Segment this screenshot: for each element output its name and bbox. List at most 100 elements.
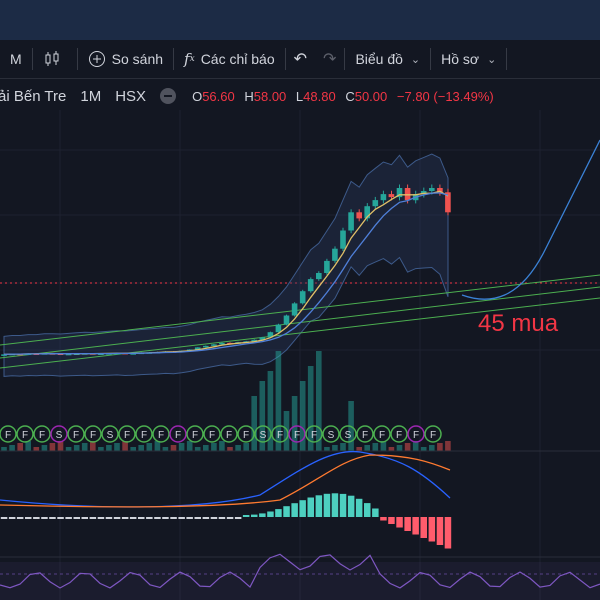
- signal-circle: [356, 425, 374, 443]
- macd-histogram-bar: [242, 515, 250, 517]
- chart-style-button[interactable]: [33, 40, 77, 78]
- candlestick-icon: [43, 50, 61, 68]
- macd-histogram-bar: [65, 517, 72, 519]
- candle-body: [356, 212, 362, 219]
- chevron-down-icon: ⌄: [410, 53, 421, 66]
- macd-line: [0, 450, 451, 508]
- trend-line: [0, 274, 600, 346]
- volume-bar: [25, 441, 31, 451]
- macd-histogram-bar: [364, 503, 371, 517]
- volume-bar: [412, 441, 419, 451]
- indicators-label: Các chỉ báo: [200, 51, 275, 67]
- macd-histogram-bar: [129, 517, 137, 519]
- timeframe-label: 1M: [80, 87, 102, 105]
- signal-circle: [220, 425, 238, 443]
- candle-body: [283, 315, 290, 325]
- volume-bar: [9, 445, 15, 451]
- volume-bar: [130, 447, 136, 451]
- signal-label: F: [124, 430, 130, 441]
- volume-bar: [380, 441, 387, 451]
- rsi-band: [0, 562, 600, 600]
- open-value: 56.60: [202, 88, 235, 104]
- symbol-name[interactable]: ải Bến Tre: [0, 87, 67, 105]
- macd-histogram-bar: [259, 513, 266, 517]
- change-value: −7.80 (−13.49%): [396, 88, 494, 104]
- candle-body: [396, 188, 403, 198]
- profile-dropdown[interactable]: Hồ sơ ⌄: [431, 40, 506, 78]
- volume-bar: [372, 443, 379, 451]
- macd-histogram-bar: [444, 517, 452, 549]
- signal-circle: [271, 425, 289, 443]
- macd-histogram-bar: [113, 517, 121, 519]
- signal-circle: [305, 425, 323, 443]
- signal-circle: [101, 425, 119, 443]
- close-value: 50.00: [354, 88, 388, 104]
- macd-histogram-bar: [291, 503, 298, 517]
- redo-button[interactable]: ↷: [315, 40, 344, 78]
- open-key: O: [192, 88, 203, 104]
- macd-histogram-bar: [307, 497, 314, 517]
- macd-histogram-bar: [339, 493, 347, 517]
- candle-body: [259, 337, 266, 340]
- macd-histogram-bar: [194, 517, 201, 519]
- volume-bar: [211, 443, 217, 451]
- volume-bar: [98, 447, 104, 451]
- signal-circle: [373, 425, 391, 443]
- candle-body: [316, 273, 322, 280]
- top-header-bar: [0, 0, 600, 41]
- macd-histogram-bar: [162, 517, 169, 519]
- volume-bar: [194, 447, 201, 451]
- toolbar-divider: [284, 48, 286, 70]
- signal-label: F: [175, 430, 181, 441]
- volume-bar: [106, 445, 112, 451]
- trend-line: [0, 297, 600, 369]
- signal-circle: [407, 425, 425, 443]
- candle-body: [437, 188, 443, 193]
- macd-histogram-bar: [283, 506, 290, 517]
- signal-label: F: [90, 430, 96, 441]
- signal-circle: [16, 425, 34, 443]
- signal-circle: [424, 425, 442, 443]
- chart-type-dropdown[interactable]: Biểu đồ ⌄: [345, 40, 430, 78]
- macd-histogram-bar: [186, 517, 193, 519]
- candle-body: [299, 291, 306, 304]
- volume-bar: [275, 351, 282, 451]
- candle-body: [291, 303, 298, 316]
- interval-button[interactable]: M: [0, 40, 32, 78]
- volume-bar: [356, 447, 362, 451]
- volume-bar: [65, 447, 72, 451]
- macd-histogram-bar: [33, 517, 40, 519]
- signal-label: S: [328, 430, 335, 441]
- toolbar-divider: [430, 48, 432, 70]
- undo-button[interactable]: ↶: [286, 40, 315, 78]
- redo-icon: ↷: [323, 51, 337, 68]
- compare-button[interactable]: So sánh: [78, 40, 173, 78]
- moving-average-blue: [3, 192, 449, 356]
- candle-body: [65, 353, 72, 356]
- macd-histogram-bar: [202, 517, 210, 519]
- volume-bar: [299, 381, 306, 451]
- candle-body: [348, 212, 354, 231]
- volume-bar: [186, 441, 193, 451]
- candle-body: [372, 200, 379, 207]
- volume-bar: [90, 441, 96, 451]
- symbol-legend: ải Bến Tre 1M HSX O56.60 H58.00 L48.80 C…: [0, 82, 600, 110]
- macd-histogram-bar: [355, 498, 363, 517]
- signal-label: F: [192, 430, 198, 441]
- signal-circle: [203, 425, 221, 443]
- hide-series-icon[interactable]: [160, 88, 177, 104]
- signal-circle: [288, 425, 306, 443]
- volume-bar: [404, 443, 411, 451]
- signal-label: F: [379, 430, 385, 441]
- volume-bar: [203, 445, 209, 451]
- macd-histogram-bar: [299, 500, 306, 517]
- macd-histogram-bar: [154, 517, 161, 519]
- signal-label: F: [413, 430, 419, 441]
- ohlc-values: O56.60 H58.00 L48.80 C50.00 −7.80 (−13.4…: [192, 89, 500, 104]
- macd-histogram-bar: [0, 517, 8, 519]
- volume-bar: [429, 445, 435, 451]
- buy-annotation: 45 mua: [478, 310, 559, 337]
- signal-label: F: [209, 430, 215, 441]
